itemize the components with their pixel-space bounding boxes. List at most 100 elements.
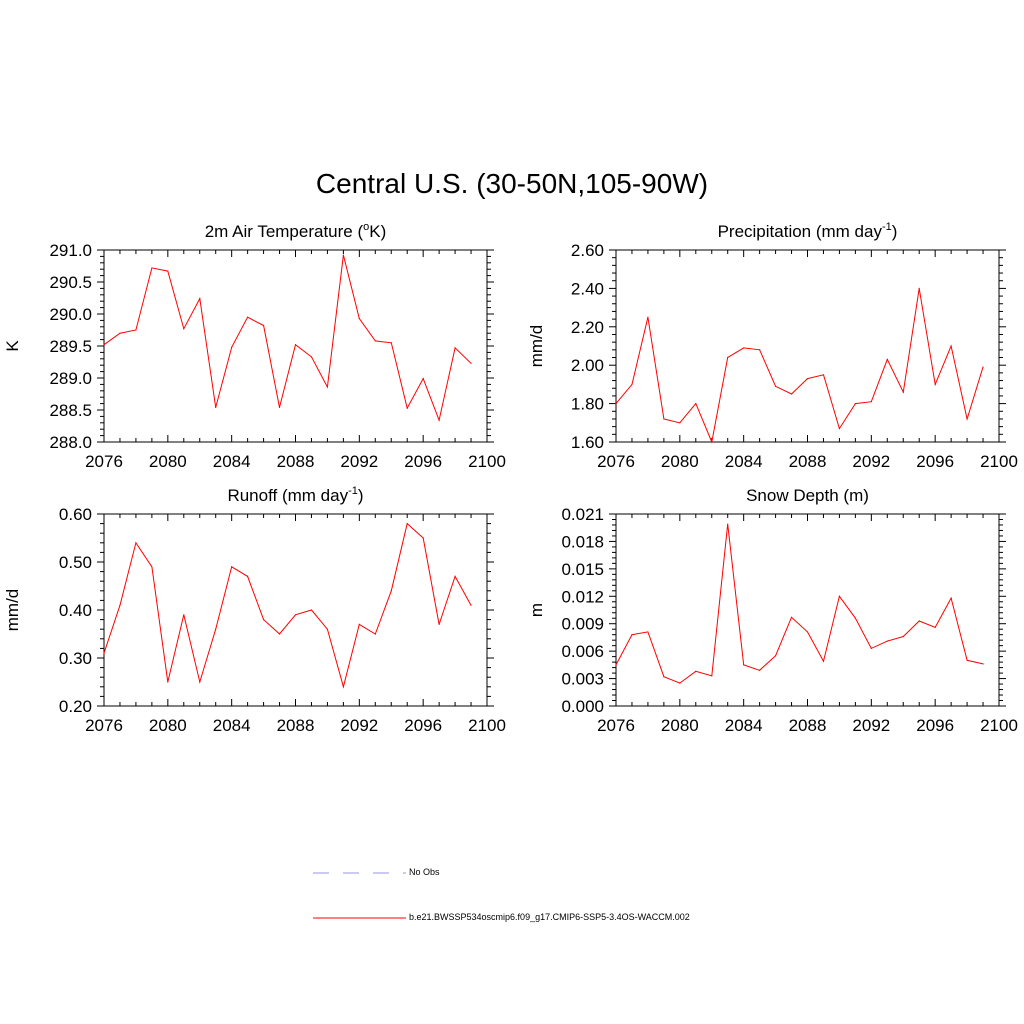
x-tick-label: 2088 [277, 716, 315, 735]
data-point [886, 358, 888, 361]
x-tick-label: 2084 [213, 716, 251, 735]
data-point [262, 324, 265, 327]
data-point [886, 640, 888, 642]
y-tick-label: 0.015 [561, 560, 604, 579]
data-point [711, 675, 713, 677]
y-tick-label: 0.012 [561, 587, 604, 606]
plot-frame [103, 513, 488, 707]
y-tick-label: 0.021 [561, 505, 604, 524]
x-tick-label: 2080 [661, 716, 699, 735]
data-point [838, 427, 841, 430]
data-point [454, 347, 456, 349]
x-tick-label: 2080 [149, 452, 187, 471]
data-point [358, 623, 360, 626]
x-tick-label: 2076 [85, 452, 123, 471]
x-tick-label: 2076 [597, 716, 635, 735]
data-point [247, 316, 249, 318]
data-point [950, 597, 952, 599]
x-tick-label: 2088 [277, 452, 315, 471]
x-tick-label: 2080 [149, 716, 187, 735]
x-tick-label: 2100 [980, 716, 1018, 735]
data-point [950, 345, 952, 347]
data-point [119, 604, 121, 606]
data-point [695, 403, 697, 405]
data-point [406, 523, 408, 525]
y-tick-label: 0.000 [561, 697, 604, 716]
x-tick-label: 2100 [468, 716, 506, 735]
data-point [822, 374, 825, 376]
data-point [934, 383, 936, 385]
data-point [934, 626, 936, 628]
data-point [982, 663, 984, 665]
data-point [647, 316, 649, 318]
x-tick-label: 2096 [916, 716, 954, 735]
data-point [663, 418, 665, 420]
panel-title: Precipitation (mm day-1) [718, 221, 898, 241]
x-tick-label: 2084 [725, 716, 763, 735]
data-point [854, 617, 856, 619]
y-tick-label: 289.0 [49, 369, 92, 388]
data-point [342, 686, 344, 688]
y-tick-label: 288.0 [49, 433, 92, 452]
y-tick-label: 0.009 [561, 615, 604, 634]
data-point [422, 378, 424, 380]
data-point [247, 575, 249, 578]
data-point [422, 537, 424, 539]
panel-runoff: 2076 2080 2084 2088 2092 2096 2100 0.20 0.30 0.40… [3, 485, 506, 735]
x-tick-label: 2084 [213, 452, 251, 471]
y-tick-label: 2.20 [571, 318, 604, 337]
data-point [870, 647, 872, 650]
data-point [727, 356, 729, 359]
data-point [663, 676, 665, 678]
y-tick-label: 1.60 [571, 433, 604, 452]
x-tick-label: 2096 [404, 716, 442, 735]
data-series-line [615, 524, 984, 684]
x-tick-label: 2080 [661, 452, 699, 471]
data-series-line [615, 288, 984, 444]
x-tick-label: 2076 [597, 452, 635, 471]
data-point [183, 614, 185, 616]
y-tick-label: 0.30 [59, 649, 92, 668]
y-tick-label: 0.40 [59, 601, 92, 620]
data-point [167, 681, 169, 683]
data-point [358, 317, 360, 320]
data-point [838, 595, 841, 597]
panel-title: Runoff (mm day-1) [227, 485, 363, 505]
data-point [231, 566, 233, 568]
panel-title: 2m Air Temperature (oK) [205, 221, 387, 241]
data-point [695, 670, 697, 672]
data-point [631, 634, 633, 636]
y-tick-label: 0.20 [59, 697, 92, 716]
x-tick-label: 2100 [468, 452, 506, 471]
data-point [278, 406, 281, 409]
data-point [774, 655, 777, 657]
data-point [822, 660, 825, 662]
data-point [326, 628, 329, 630]
x-tick-label: 2092 [340, 716, 378, 735]
y-tick-label: 291.0 [49, 241, 92, 260]
data-point [406, 407, 408, 409]
y-tick-label: 1.80 [571, 395, 604, 414]
data-point [966, 659, 968, 661]
data-point [854, 403, 856, 405]
data-point [982, 366, 984, 368]
x-tick-label: 2092 [852, 716, 890, 735]
data-point [278, 633, 281, 635]
y-tick-label: 2.00 [571, 356, 604, 375]
data-series-line [103, 522, 472, 689]
y-tick-label: 0.018 [561, 532, 604, 551]
data-point [774, 385, 777, 387]
data-point [743, 664, 745, 666]
x-tick-label: 2096 [404, 452, 442, 471]
x-tick-label: 2100 [980, 452, 1018, 471]
panel-air-temperature: 2076 2080 2084 2088 2092 2096 2100 288.0 288.5 28… [3, 221, 506, 471]
data-point [470, 604, 472, 606]
data-point [199, 681, 201, 683]
data-point [806, 631, 809, 633]
y-tick-label: 2.40 [571, 279, 604, 298]
data-point [711, 441, 713, 443]
data-point [374, 633, 376, 635]
y-axis-label: K [3, 340, 22, 352]
x-tick-label: 2092 [340, 452, 378, 471]
